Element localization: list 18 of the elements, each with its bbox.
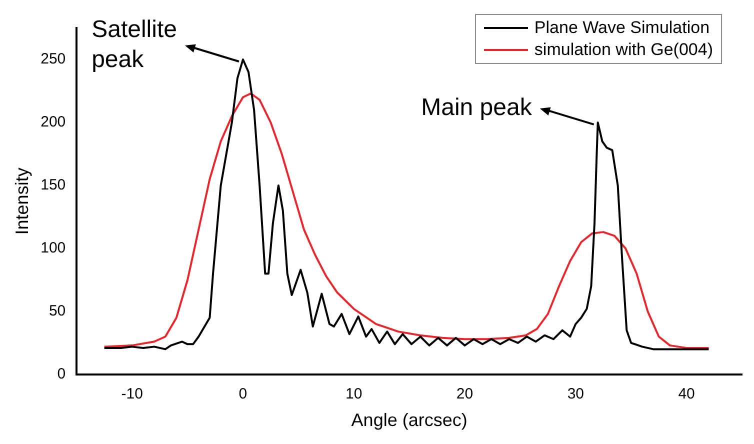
y-tick-label: 0 [57, 366, 66, 383]
y-tick-label: 50 [48, 302, 66, 320]
y-tick-label: 150 [40, 176, 66, 194]
x-tick-label: -10 [121, 386, 143, 403]
legend-label: Plane Wave Simulation [534, 17, 710, 39]
x-tick-label: 40 [678, 386, 695, 403]
x-axis-title: Angle (arcsec) [351, 410, 468, 430]
x-tick-label: 30 [567, 386, 584, 403]
y-tick-label: 100 [40, 240, 66, 257]
annotation: Main peak [421, 94, 533, 122]
x-tick-label: 10 [346, 386, 362, 403]
annotation: Satellite peak [92, 16, 177, 74]
legend-label: simulation with Ge(004) [534, 39, 713, 61]
y-tick-label: 250 [40, 50, 66, 68]
x-tick-label: 20 [456, 386, 474, 403]
y-tick-label: 200 [40, 114, 66, 131]
x-tick-label: 0 [238, 386, 248, 403]
y-axis-title: Intensity [12, 168, 32, 235]
